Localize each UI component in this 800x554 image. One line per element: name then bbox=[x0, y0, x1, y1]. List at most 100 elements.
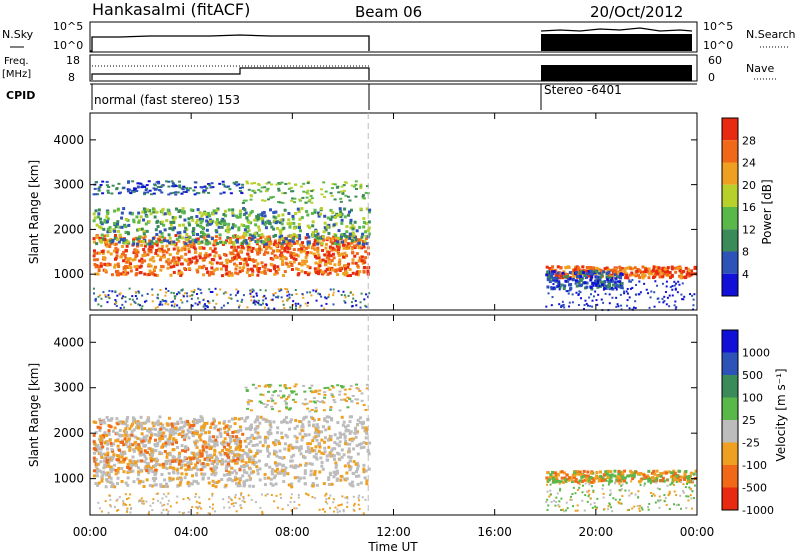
data-cell bbox=[666, 478, 669, 481]
data-cell bbox=[242, 213, 246, 217]
data-cell bbox=[691, 480, 694, 483]
data-cell bbox=[285, 407, 289, 410]
data-cell bbox=[318, 389, 322, 392]
data-cell bbox=[164, 441, 168, 445]
data-cell bbox=[108, 438, 112, 442]
freq-tick-bottom: 8 bbox=[68, 71, 75, 84]
data-cell bbox=[176, 246, 180, 250]
data-cell bbox=[117, 460, 121, 464]
data-cell bbox=[277, 214, 281, 218]
data-cell bbox=[287, 408, 291, 411]
data-cell bbox=[297, 226, 301, 230]
data-cell bbox=[216, 242, 220, 246]
data-cell bbox=[114, 472, 118, 476]
data-cell bbox=[253, 233, 257, 237]
data-cell bbox=[222, 219, 226, 223]
data-cell bbox=[364, 498, 367, 501]
data-cell bbox=[637, 496, 640, 499]
data-cell bbox=[222, 222, 226, 226]
data-cell bbox=[187, 464, 191, 468]
data-cell bbox=[222, 191, 226, 194]
data-cell bbox=[283, 249, 287, 253]
data-cell bbox=[115, 250, 119, 254]
data-cell bbox=[269, 432, 273, 436]
data-cell bbox=[212, 268, 216, 272]
data-cell bbox=[332, 475, 336, 479]
data-cell bbox=[237, 306, 240, 309]
data-cell bbox=[230, 297, 233, 300]
data-cell bbox=[109, 425, 113, 429]
data-cell bbox=[255, 268, 259, 272]
data-cell bbox=[652, 276, 656, 280]
data-cell bbox=[263, 306, 266, 309]
data-cell bbox=[573, 269, 577, 273]
data-cell bbox=[630, 473, 634, 477]
data-cell bbox=[327, 445, 331, 449]
data-cell bbox=[338, 258, 342, 262]
data-cell bbox=[680, 273, 684, 277]
data-cell bbox=[286, 222, 290, 226]
data-cell bbox=[221, 242, 225, 246]
data-cell bbox=[340, 415, 344, 419]
data-cell bbox=[101, 249, 105, 253]
data-cell bbox=[104, 295, 107, 298]
data-cell bbox=[94, 464, 98, 468]
data-cell bbox=[156, 419, 160, 423]
data-cell bbox=[304, 492, 307, 495]
data-cell bbox=[247, 188, 251, 191]
data-cell bbox=[277, 201, 281, 204]
data-cell bbox=[202, 189, 206, 192]
data-cell bbox=[161, 504, 164, 507]
data-cell bbox=[282, 456, 286, 460]
data-cell bbox=[280, 420, 284, 424]
data-cell bbox=[195, 418, 199, 422]
data-cell bbox=[132, 459, 136, 463]
data-cell bbox=[239, 504, 242, 507]
data-cell bbox=[190, 297, 193, 300]
data-cell bbox=[249, 409, 253, 412]
data-cell bbox=[316, 266, 320, 270]
data-cell bbox=[295, 234, 299, 238]
data-cell bbox=[210, 461, 214, 465]
data-cell bbox=[295, 424, 299, 428]
cpid-segment-2: Stereo -6401 bbox=[544, 83, 622, 97]
data-cell bbox=[321, 235, 325, 239]
data-cell bbox=[213, 453, 217, 457]
data-cell bbox=[94, 420, 98, 424]
data-cell bbox=[249, 290, 252, 293]
data-cell bbox=[579, 279, 583, 283]
data-cell bbox=[310, 384, 314, 387]
data-cell bbox=[161, 235, 165, 239]
data-cell bbox=[119, 255, 123, 259]
data-cell bbox=[176, 495, 179, 498]
data-cell bbox=[116, 469, 120, 473]
data-cell bbox=[102, 452, 106, 456]
data-cell bbox=[140, 432, 144, 436]
data-cell bbox=[357, 238, 361, 242]
data-cell bbox=[308, 462, 312, 466]
data-cell bbox=[155, 233, 159, 237]
data-cell bbox=[191, 434, 195, 438]
data-cell bbox=[342, 246, 346, 250]
data-cell bbox=[244, 427, 248, 431]
data-cell bbox=[175, 237, 179, 241]
data-cell bbox=[195, 192, 199, 195]
data-cell bbox=[349, 221, 353, 225]
data-cell bbox=[120, 245, 124, 249]
data-cell bbox=[285, 421, 289, 425]
data-cell bbox=[252, 260, 256, 264]
data-cell bbox=[190, 215, 194, 219]
data-cell bbox=[235, 263, 239, 267]
data-cell bbox=[206, 300, 209, 303]
data-cell bbox=[351, 227, 355, 231]
data-cell bbox=[360, 392, 364, 395]
data-cell bbox=[235, 438, 239, 442]
data-cell bbox=[270, 299, 273, 302]
data-cell bbox=[184, 226, 188, 230]
data-cell bbox=[209, 453, 213, 457]
data-cell bbox=[275, 271, 279, 275]
data-cell bbox=[122, 241, 126, 245]
data-cell bbox=[284, 433, 288, 437]
data-cell bbox=[368, 441, 372, 445]
data-cell bbox=[299, 185, 303, 188]
